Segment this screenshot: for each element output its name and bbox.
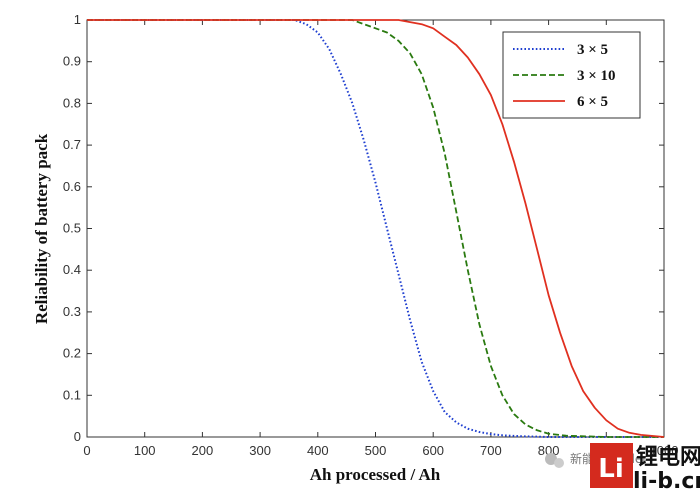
y-tick-label: 0 [74, 429, 81, 444]
watermark-site: li-b.cn [633, 469, 700, 493]
x-tick-label: 300 [249, 443, 271, 458]
y-tick-label: 0.1 [63, 387, 81, 402]
y-tick-label: 0.7 [63, 137, 81, 152]
y-tick-label: 0.2 [63, 346, 81, 361]
watermark: 新能源Leader Li 锂电网 li-b.cn [545, 443, 700, 493]
wechat-icon [545, 453, 564, 468]
x-tick-label: 100 [134, 443, 156, 458]
y-tick-label: 0.3 [63, 304, 81, 319]
x-tick-label: 200 [192, 443, 214, 458]
y-tick-label: 1 [74, 12, 81, 27]
y-tick-label: 0.6 [63, 179, 81, 194]
legend-label-3: 6 × 5 [577, 94, 608, 110]
watermark-logo-text: 锂电网 [636, 444, 700, 470]
y-tick-label: 0.4 [63, 262, 81, 277]
x-tick-label: 500 [365, 443, 387, 458]
y-axis-label: Reliability of battery pack [32, 133, 51, 324]
li-logo-mark: Li [598, 454, 623, 484]
li-logo-icon: Li [590, 443, 633, 488]
series-line-1 [87, 19, 664, 438]
legend-label-2: 3 × 10 [577, 68, 616, 84]
y-tick-label: 0.9 [63, 54, 81, 69]
series-line-3 [87, 19, 665, 438]
x-tick-label: 400 [307, 443, 329, 458]
legend-label-1: 3 × 5 [577, 42, 608, 58]
x-tick-label: 1000 [650, 443, 679, 458]
x-axis-label: Ah processed / Ah [310, 465, 441, 484]
series-layer [87, 19, 665, 438]
y-tick-label: 0.5 [63, 221, 81, 236]
x-tick-label: 0 [83, 443, 90, 458]
x-tick-label: 700 [480, 443, 502, 458]
legend: 3 × 5 3 × 10 6 × 5 [502, 31, 641, 119]
y-axis-ticks: 0 0.1 0.2 0.3 0.4 0.5 0.6 0.7 0.8 0.9 1 [63, 12, 664, 444]
x-tick-label: 600 [422, 443, 444, 458]
y-tick-label: 0.8 [63, 95, 81, 110]
